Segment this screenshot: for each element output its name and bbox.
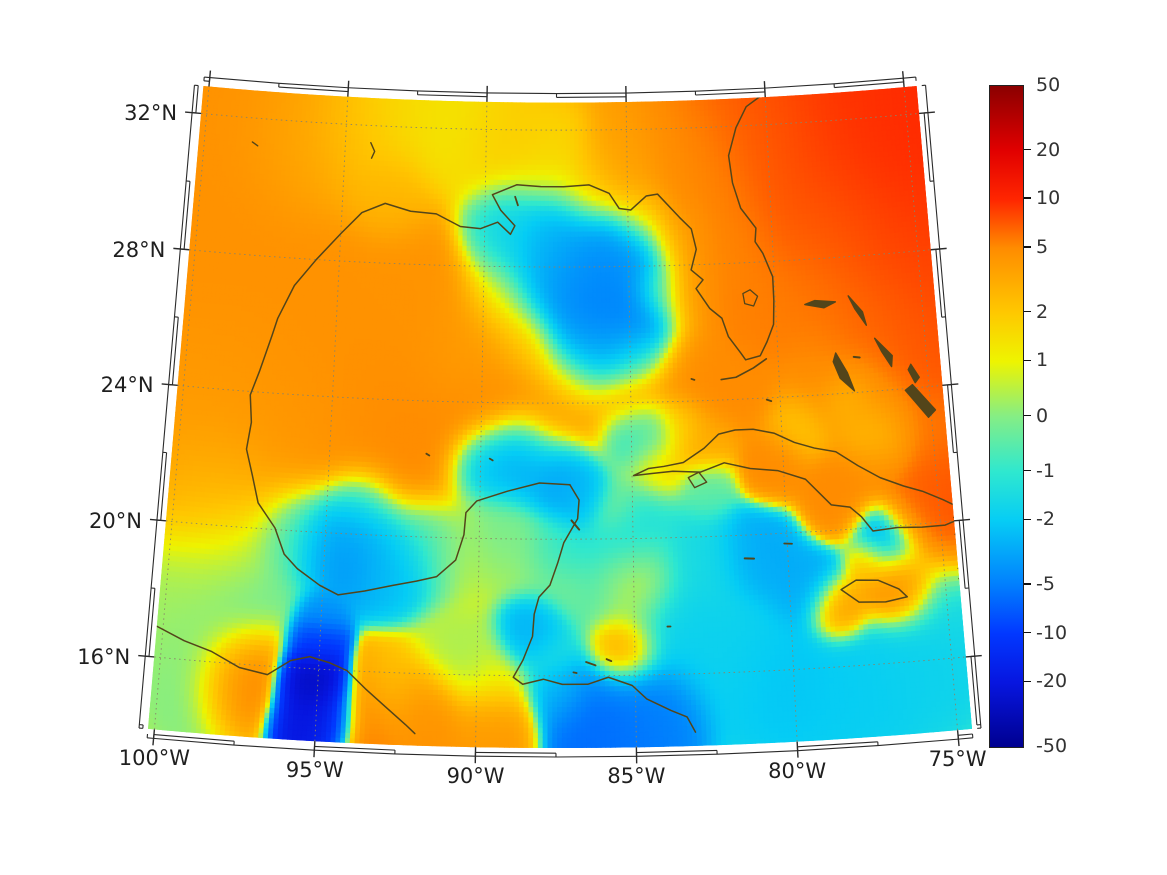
colorbar-tick-label: -20: [1036, 670, 1068, 693]
colorbar-tick: [1024, 631, 1031, 634]
colorbar-tick-label: -2: [1036, 508, 1055, 531]
colorbar-tick: [1024, 680, 1031, 683]
colorbar-tick: [1024, 359, 1031, 362]
colorbar-tick-label: 10: [1036, 187, 1061, 210]
colorbar-tick-label: -5: [1036, 572, 1055, 595]
colorbar-gradient: [989, 85, 1024, 748]
colorbar-tick: [1024, 148, 1031, 151]
colorbar-tick: [1024, 469, 1031, 472]
colorbar-tick-label: 50: [1036, 74, 1061, 96]
colorbar-tick: [1024, 518, 1031, 521]
colorbar-tick: [1024, 246, 1031, 248]
colorbar-tick: [1024, 197, 1031, 200]
colorbar-tick: [1024, 583, 1031, 585]
colorbar-tick-label: 5: [1036, 236, 1049, 259]
colorbar-tick-label: -50: [1036, 735, 1068, 757]
colorbar-tick-label: 20: [1036, 138, 1061, 161]
colorbar-tick: [1024, 414, 1031, 417]
colorbar-tick-label: 1: [1036, 349, 1049, 372]
colorbar: 50 20 10 5 2 1 0 -1 -2 -5 -10 -20 -50: [989, 74, 1079, 757]
colorbar-tick-label: 0: [1036, 404, 1049, 427]
colorbar-tick: [1024, 310, 1031, 313]
colorbar-tick-label: 2: [1036, 300, 1049, 323]
colorbar-tick-label: -10: [1036, 621, 1068, 644]
colorbar-tick-label: -1: [1036, 459, 1055, 482]
